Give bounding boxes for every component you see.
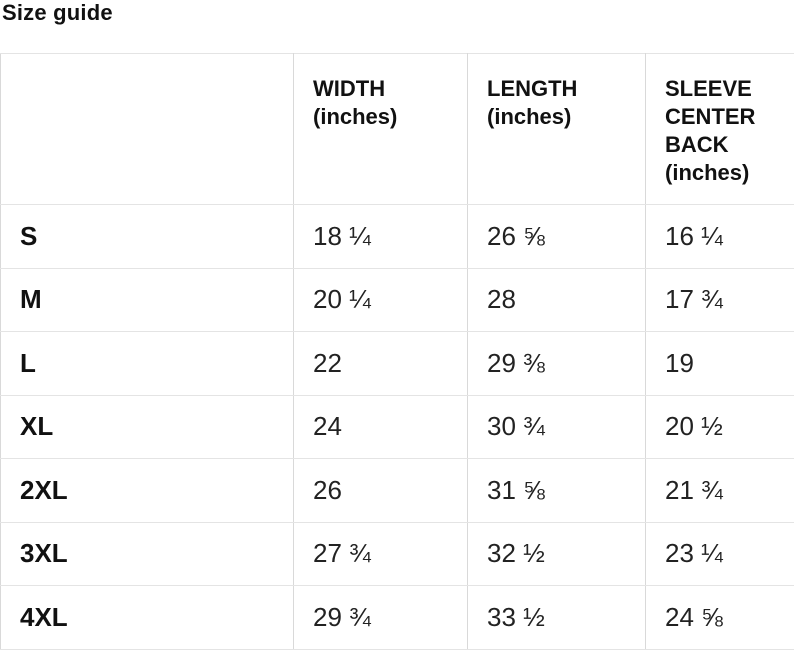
- length-value-cell: 26 ⅝: [467, 204, 646, 269]
- size-label-cell: 2XL: [0, 458, 294, 523]
- size-label-cell: 4XL: [0, 585, 294, 650]
- length-value-cell: 33 ½: [467, 585, 646, 650]
- sleeve-value-cell: 17 ¾: [645, 267, 794, 332]
- length-value-cell: 30 ¾: [467, 394, 646, 459]
- width-value-cell: 27 ¾: [293, 521, 468, 586]
- size-guide-table: WIDTH (inches) LENGTH (inches) SLEEVE CE…: [0, 53, 794, 650]
- page-title: Size guide: [2, 0, 113, 25]
- table-row: XL 24 30 ¾ 20 ½: [0, 394, 794, 459]
- size-label-cell: 3XL: [0, 521, 294, 586]
- col-header-width: WIDTH (inches): [293, 53, 468, 205]
- sleeve-value-cell: 16 ¼: [645, 204, 794, 269]
- table-row: M 20 ¼ 28 17 ¾: [0, 267, 794, 332]
- sleeve-value-cell: 19: [645, 331, 794, 396]
- width-value-cell: 20 ¼: [293, 267, 468, 332]
- table-body: S 18 ¼ 26 ⅝ 16 ¼ M 20 ¼ 28 17 ¾ L 22 29 …: [0, 204, 794, 650]
- width-value-cell: 26: [293, 458, 468, 523]
- length-value-cell: 28: [467, 267, 646, 332]
- length-value-cell: 32 ½: [467, 521, 646, 586]
- sleeve-value-cell: 24 ⅝: [645, 585, 794, 650]
- table-row: 2XL 26 31 ⅝ 21 ¾: [0, 458, 794, 523]
- length-value-cell: 31 ⅝: [467, 458, 646, 523]
- table-row: L 22 29 ⅜ 19: [0, 331, 794, 396]
- header-row: WIDTH (inches) LENGTH (inches) SLEEVE CE…: [0, 53, 794, 205]
- width-value-cell: 29 ¾: [293, 585, 468, 650]
- length-value-cell: 29 ⅜: [467, 331, 646, 396]
- table-header: WIDTH (inches) LENGTH (inches) SLEEVE CE…: [0, 53, 794, 205]
- width-value-cell: 18 ¼: [293, 204, 468, 269]
- col-header-size: [0, 53, 294, 205]
- size-label-cell: L: [0, 331, 294, 396]
- sleeve-value-cell: 20 ½: [645, 394, 794, 459]
- sleeve-value-cell: 21 ¾: [645, 458, 794, 523]
- table-row: S 18 ¼ 26 ⅝ 16 ¼: [0, 204, 794, 269]
- sleeve-value-cell: 23 ¼: [645, 521, 794, 586]
- table-row: 3XL 27 ¾ 32 ½ 23 ¼: [0, 521, 794, 586]
- width-value-cell: 22: [293, 331, 468, 396]
- size-label-cell: XL: [0, 394, 294, 459]
- width-value-cell: 24: [293, 394, 468, 459]
- col-header-length: LENGTH (inches): [467, 53, 646, 205]
- table-row: 4XL 29 ¾ 33 ½ 24 ⅝: [0, 585, 794, 650]
- size-label-cell: S: [0, 204, 294, 269]
- size-label-cell: M: [0, 267, 294, 332]
- col-header-sleeve: SLEEVE CENTER BACK (inches): [645, 53, 794, 205]
